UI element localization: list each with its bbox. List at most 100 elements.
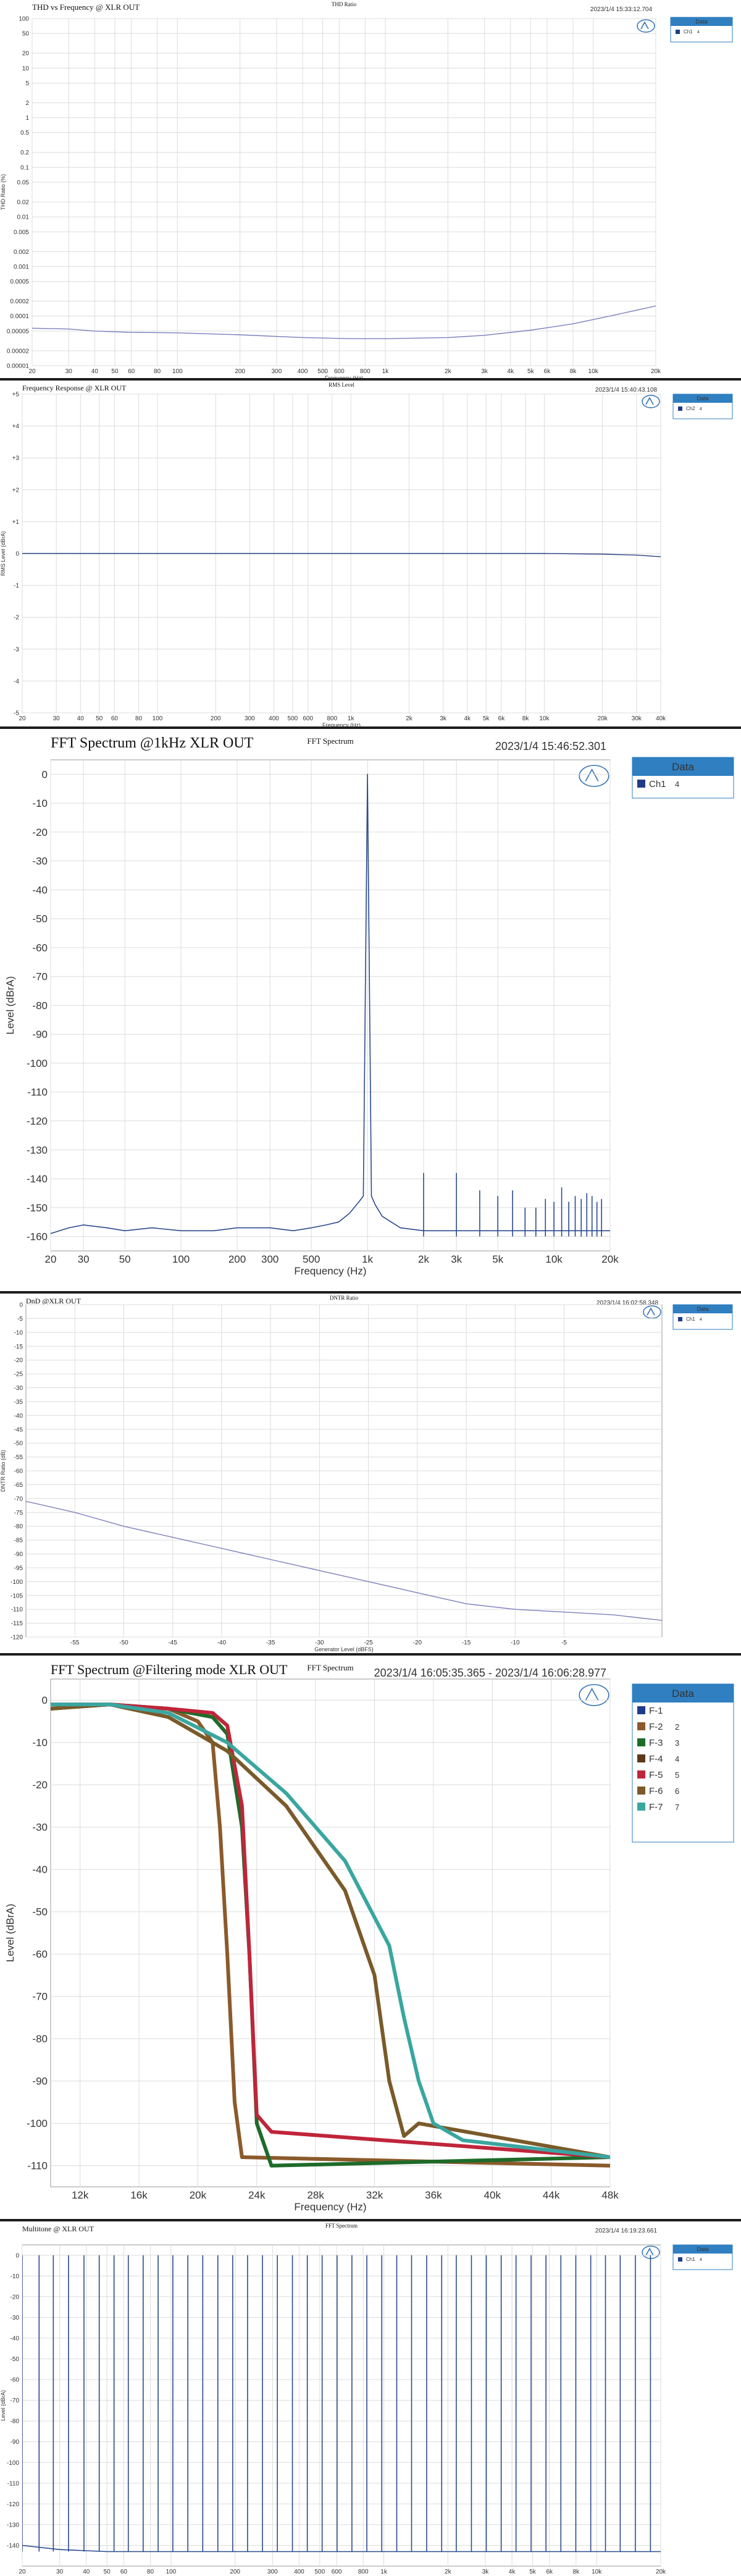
x-tick-label: 200 <box>211 715 221 722</box>
x-tick-label: 36k <box>425 2189 442 2201</box>
y-tick-label: 0.005 <box>14 229 29 236</box>
x-tick-label: 100 <box>153 715 163 722</box>
y-tick-label: -40 <box>14 1413 23 1420</box>
plot-area <box>22 2244 661 2567</box>
ap-logo-icon <box>642 395 660 408</box>
chart-center-title: FFT Spectrum <box>307 1663 353 1672</box>
y-tick-label: -160 <box>27 1231 48 1243</box>
legend-header <box>673 1305 732 1313</box>
y-tick-label: -80 <box>10 2418 20 2425</box>
y-tick-label: 0 <box>42 768 48 780</box>
series-line <box>51 1703 610 2159</box>
y-tick-label: -10 <box>32 798 48 809</box>
x-tick-label: 6k <box>498 715 506 722</box>
y-tick-label: 0 <box>42 1694 48 1706</box>
y-tick-label: -50 <box>10 2356 20 2363</box>
legend-header <box>671 17 732 26</box>
x-tick-label: 500 <box>288 715 298 722</box>
y-tick-label: -70 <box>32 971 48 983</box>
panel-divider <box>0 2219 741 2221</box>
x-tick-label: 800 <box>360 368 371 375</box>
y-tick-label: -30 <box>14 1385 23 1392</box>
legend-subscript: 4 <box>700 1318 702 1322</box>
legend-subscript: 4 <box>700 2258 702 2262</box>
y-tick-label: -35 <box>14 1399 23 1405</box>
x-tick-label: 100 <box>172 1253 190 1265</box>
x-tick-label: 8k <box>570 368 577 375</box>
series-line <box>26 1501 662 1621</box>
x-tick-label: 600 <box>332 2569 342 2575</box>
legend-label: F-7 <box>649 1802 663 1812</box>
y-tick-label: -140 <box>27 1173 48 1185</box>
y-tick-label: +1 <box>12 519 20 526</box>
legend-swatch <box>637 1754 645 1762</box>
x-tick-label: 10k <box>592 2569 602 2575</box>
x-tick-label: 6k <box>544 368 551 375</box>
legend-header-label: Data <box>672 761 694 773</box>
y-tick-label: -115 <box>11 1620 23 1627</box>
y-axis-label: THD Ratio (%) <box>0 174 6 211</box>
x-tick-label: 20k <box>601 1253 619 1265</box>
x-tick-label: 1k <box>380 2569 388 2575</box>
chart-center-title: DNTR Ratio <box>330 1295 359 1301</box>
y-tick-label: -55 <box>14 1454 23 1461</box>
x-tick-label: 20k <box>598 715 608 722</box>
x-axis-label: Frequency (Hz) <box>294 1265 366 1277</box>
x-tick-label: 20 <box>28 368 36 375</box>
y-tick-label: -1 <box>14 583 19 589</box>
y-tick-label: 0.2 <box>20 149 29 156</box>
chart-center-title: FFT Spectrum <box>307 736 353 746</box>
x-tick-label: 300 <box>267 2569 278 2575</box>
y-tick-label: 50 <box>22 31 30 38</box>
x-tick-label: 40k <box>656 715 666 722</box>
x-tick-label: 8k <box>522 715 530 722</box>
y-tick-label: -40 <box>32 884 48 896</box>
legend-swatch <box>637 1738 645 1746</box>
series-line <box>22 2544 661 2553</box>
y-tick-label: -60 <box>14 1468 23 1475</box>
x-tick-label: 60 <box>128 368 135 375</box>
x-tick-label: 4k <box>509 2569 516 2575</box>
thd-vs-frequency-panel: THD vs Frequency @ XLR OUT THD Ratio 2023/… <box>0 0 741 378</box>
y-tick-label: 0.00002 <box>7 348 30 355</box>
x-tick-label: 200 <box>230 2569 240 2575</box>
x-tick-label: 10k <box>545 1253 563 1265</box>
x-tick-label: 5k <box>483 715 490 722</box>
y-tick-label: -90 <box>32 1029 48 1040</box>
x-tick-label: 5k <box>527 368 535 375</box>
y-tick-label: -70 <box>10 2397 20 2404</box>
legend-header-label: Data <box>697 1306 708 1312</box>
x-tick-label: 20k <box>651 368 661 375</box>
multitone-panel: Multitone @ XLR OUT FFT Spectrum 2023/1/4 … <box>0 2221 741 2576</box>
y-tick-label: 20 <box>22 51 30 57</box>
y-tick-label: -80 <box>32 2033 48 2045</box>
x-tick-label: 12k <box>72 2189 89 2201</box>
x-tick-label: 800 <box>358 2569 369 2575</box>
y-tick-label: -120 <box>7 2501 19 2508</box>
x-tick-label: 44k <box>543 2189 560 2201</box>
chart-center-title: FFT Spectrum <box>325 2223 358 2229</box>
x-tick-label: 3k <box>451 1253 462 1265</box>
x-tick-label: 10k <box>539 715 550 722</box>
x-tick-label: 30 <box>56 2569 64 2575</box>
chart-center-title: RMS Level <box>329 382 354 388</box>
y-tick-label: -120 <box>10 1635 23 1641</box>
x-axis-label: Frequency (Hz) <box>325 375 363 378</box>
legend-subscript: 6 <box>675 1787 679 1796</box>
x-tick-label: 500 <box>303 1253 320 1265</box>
y-tick-label: -45 <box>14 1426 23 1433</box>
y-tick-label: 5 <box>25 80 29 87</box>
x-tick-label: 40 <box>83 2569 90 2575</box>
legend-swatch <box>676 30 680 34</box>
y-tick-label: -60 <box>32 1948 48 1960</box>
legend-header-label: Data <box>695 19 707 25</box>
x-tick-label: 16k <box>130 2189 148 2201</box>
series-group <box>22 553 661 557</box>
series-line <box>51 1703 610 2159</box>
x-tick-label: 30k <box>632 715 642 722</box>
y-tick-label: +4 <box>12 423 20 430</box>
x-tick-label: 2k <box>406 715 413 722</box>
x-tick-label: 80 <box>147 2569 154 2575</box>
x-tick-label: -55 <box>70 1639 80 1646</box>
